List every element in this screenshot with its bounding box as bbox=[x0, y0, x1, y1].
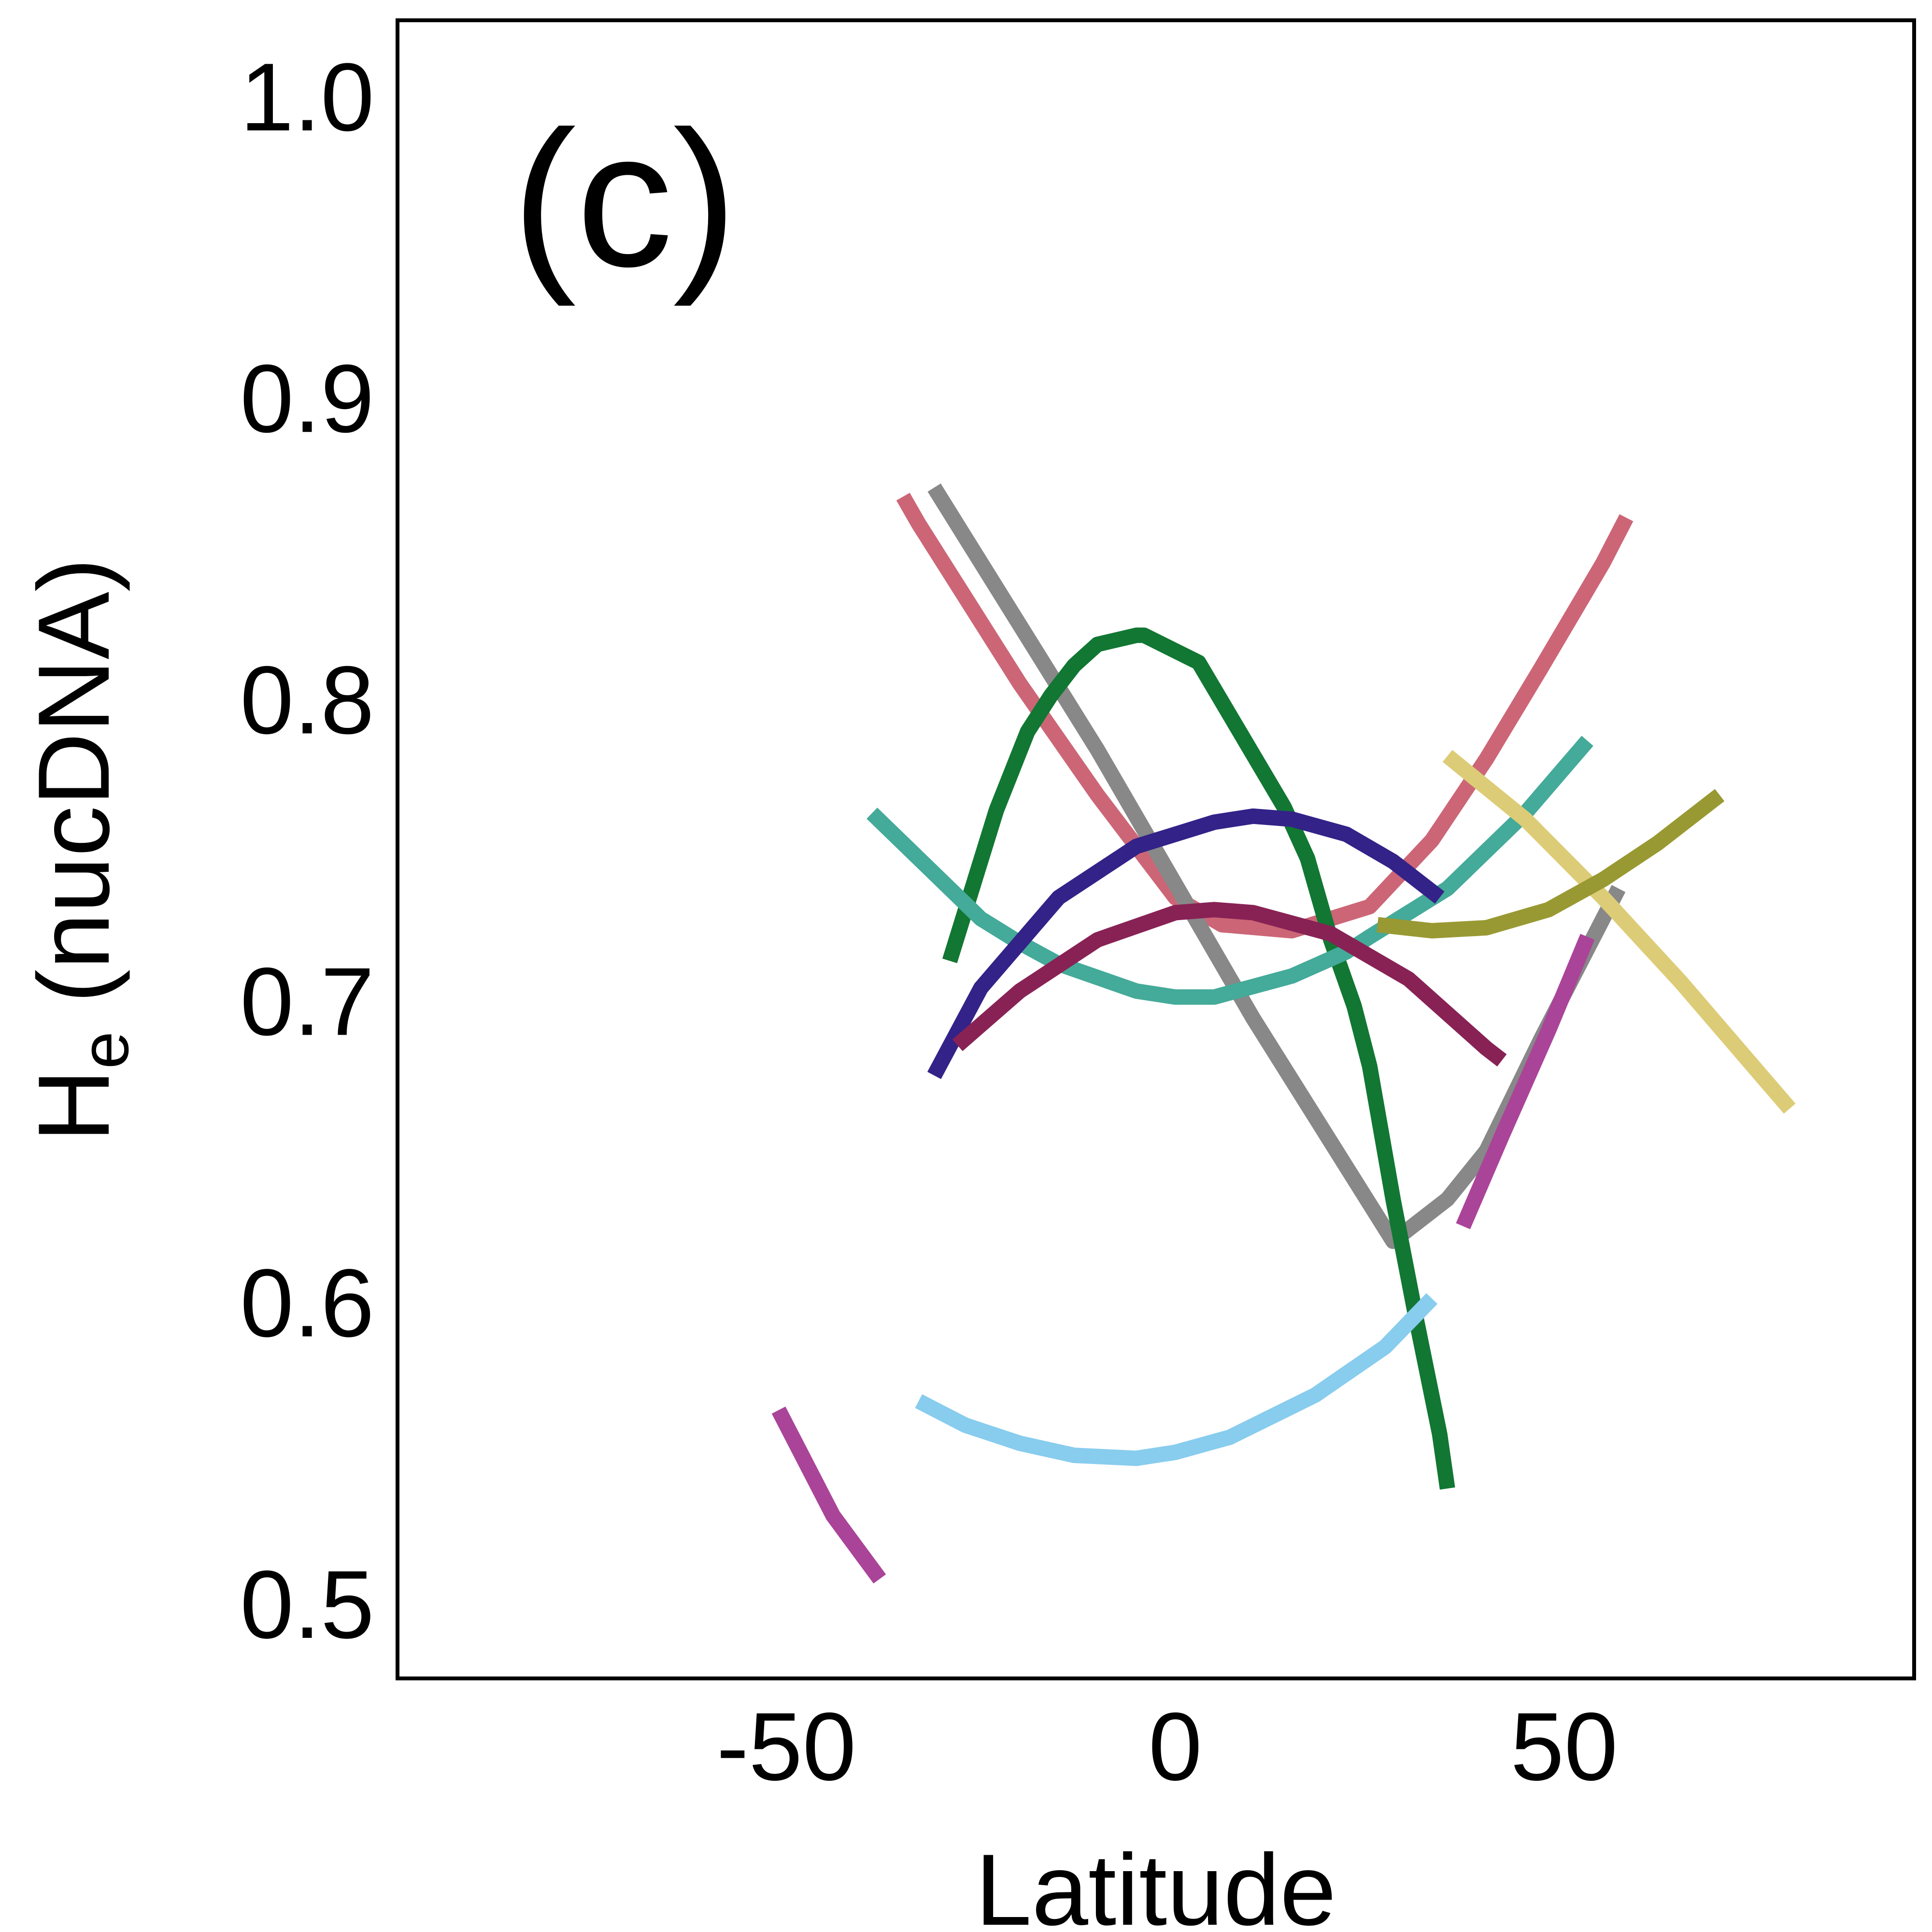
y-axis-title-rest: (nucDNA) bbox=[17, 558, 130, 1031]
y-tick-label: 0.7 bbox=[240, 948, 374, 1056]
series-line-6 bbox=[952, 902, 1507, 1067]
x-axis-ticks: -50 0 50 bbox=[717, 1693, 1618, 1801]
series-line-7 bbox=[1442, 750, 1796, 1114]
x-tick-label: 0 bbox=[1149, 1693, 1202, 1801]
panel-label: (c) bbox=[512, 91, 737, 308]
series-line-10 bbox=[771, 1406, 886, 1584]
plot-frame bbox=[396, 18, 1916, 1680]
y-tick-label: 0.6 bbox=[240, 1250, 374, 1357]
series-line-8 bbox=[1377, 789, 1725, 938]
series-line-5 bbox=[927, 808, 1445, 1080]
x-tick-label: 50 bbox=[1510, 1693, 1618, 1801]
y-axis-title-main: H bbox=[17, 1069, 130, 1142]
y-tick-label: 0.5 bbox=[240, 1551, 374, 1659]
x-tick-label: -50 bbox=[717, 1693, 856, 1801]
series-layer bbox=[771, 483, 1796, 1584]
y-axis-title-subscript: e bbox=[67, 1031, 142, 1069]
series-line-9 bbox=[1456, 934, 1595, 1230]
y-axis-title: He (nucDNA) bbox=[17, 558, 142, 1142]
y-tick-label: 1.0 bbox=[240, 43, 374, 151]
y-tick-label: 0.9 bbox=[240, 345, 374, 453]
series-line-11 bbox=[915, 1293, 1438, 1466]
x-axis-title: Latitude bbox=[975, 1833, 1336, 1932]
series-line-3 bbox=[942, 627, 1455, 1490]
y-axis-ticks: 0.5 0.6 0.7 0.8 0.9 1.0 bbox=[240, 43, 374, 1659]
y-tick-label: 0.8 bbox=[240, 646, 374, 754]
